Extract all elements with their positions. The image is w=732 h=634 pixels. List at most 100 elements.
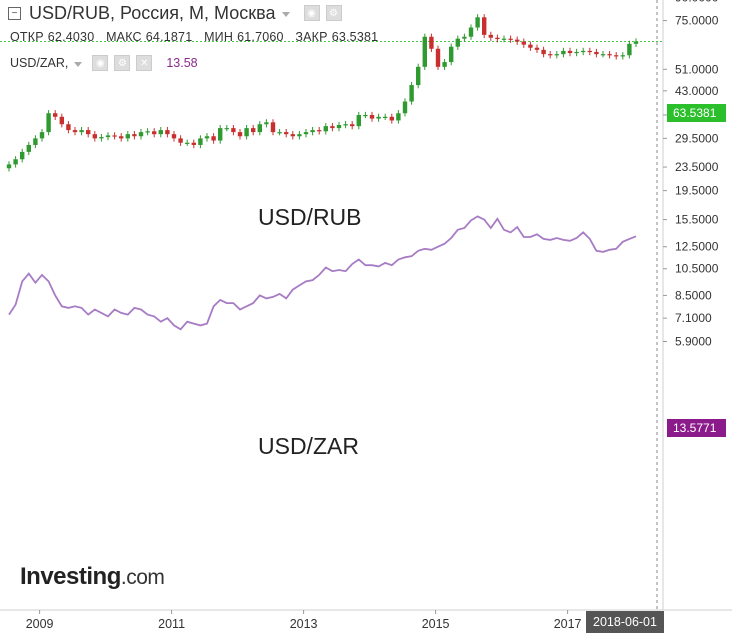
close-icon[interactable]: ✕ bbox=[136, 55, 153, 71]
candle bbox=[455, 35, 460, 50]
y-tick-label: 23.5000 bbox=[675, 160, 719, 174]
candle bbox=[92, 131, 97, 142]
candle bbox=[402, 98, 408, 117]
open-value: 62.4030 bbox=[47, 30, 95, 44]
candle bbox=[607, 51, 612, 59]
candle bbox=[244, 124, 249, 140]
chevron-down-icon[interactable] bbox=[281, 11, 290, 17]
y-tick-label: 5.9000 bbox=[675, 334, 712, 348]
close-value: 63.5381 bbox=[331, 30, 379, 44]
candle bbox=[112, 132, 117, 140]
candle bbox=[350, 121, 355, 130]
candle bbox=[594, 48, 599, 58]
x-tick-label: 2017 bbox=[554, 617, 582, 631]
instrument-title[interactable]: USD/RUB, Россия, M, Москва bbox=[29, 2, 276, 23]
x-tick-label: 2011 bbox=[158, 617, 185, 631]
candle bbox=[303, 128, 309, 138]
candle bbox=[323, 123, 328, 135]
candle bbox=[178, 135, 183, 146]
y-tick-label: 75.0000 bbox=[675, 14, 719, 28]
candle bbox=[264, 119, 269, 128]
candle bbox=[567, 47, 573, 57]
candle bbox=[290, 131, 295, 140]
eye-icon[interactable]: ◉ bbox=[92, 55, 109, 71]
eye-icon[interactable]: ◉ bbox=[303, 5, 320, 21]
candle bbox=[66, 121, 71, 134]
minus-box-icon[interactable]: − bbox=[8, 6, 21, 20]
overlay-row: USD/ZAR, ◉ ⚙ ✕ 13.58 bbox=[10, 54, 198, 72]
candle bbox=[581, 47, 586, 56]
candle bbox=[171, 131, 177, 142]
overlay-symbol[interactable]: USD/ZAR, bbox=[10, 56, 69, 70]
candle bbox=[614, 52, 619, 60]
candle bbox=[257, 121, 262, 136]
candle bbox=[152, 128, 157, 138]
y-tick-label: 90.0000 bbox=[675, 0, 719, 5]
candle bbox=[20, 148, 25, 163]
chevron-down-icon[interactable] bbox=[74, 61, 83, 67]
candle bbox=[26, 141, 31, 156]
candle bbox=[46, 110, 51, 136]
zar-line bbox=[8, 215, 637, 331]
chart-header: − USD/RUB, Россия, M, Москва ◉ ⚙ ОТКР 62.… bbox=[0, 0, 732, 80]
candle bbox=[501, 35, 507, 43]
y-tick-label: 19.5000 bbox=[675, 184, 719, 198]
candle bbox=[145, 128, 150, 136]
candle bbox=[449, 43, 454, 66]
candle bbox=[39, 128, 45, 142]
candle bbox=[554, 51, 559, 59]
candle bbox=[138, 128, 144, 140]
candle bbox=[435, 45, 441, 71]
candle bbox=[528, 41, 533, 51]
candle bbox=[132, 131, 137, 140]
candle bbox=[317, 126, 322, 135]
candle bbox=[416, 63, 421, 89]
high-value: 64.1871 bbox=[145, 30, 193, 44]
gear-icon[interactable]: ⚙ bbox=[114, 55, 131, 71]
candle bbox=[119, 133, 124, 142]
candle bbox=[105, 132, 111, 141]
candle bbox=[211, 133, 216, 144]
candle bbox=[86, 126, 91, 138]
candle bbox=[343, 121, 348, 129]
y-tick-label: 8.5000 bbox=[675, 288, 712, 302]
logo-domain: .com bbox=[120, 566, 165, 589]
candle bbox=[251, 124, 256, 136]
candle bbox=[495, 34, 500, 43]
candle bbox=[548, 51, 553, 59]
zar-series-label: USD/ZAR bbox=[258, 433, 359, 459]
y-tick-label: 12.5000 bbox=[675, 240, 719, 254]
x-tick-label: 2015 bbox=[422, 617, 450, 631]
candle bbox=[336, 121, 342, 132]
candle bbox=[310, 126, 315, 136]
candle bbox=[99, 133, 104, 142]
open-label: ОТКР bbox=[10, 30, 44, 44]
candle bbox=[284, 128, 289, 138]
candle bbox=[79, 126, 84, 136]
gear-icon[interactable]: ⚙ bbox=[325, 5, 342, 21]
candle bbox=[13, 156, 18, 168]
candle bbox=[33, 135, 38, 149]
low-value: 61.7060 bbox=[237, 30, 284, 44]
candle bbox=[270, 119, 276, 136]
candle bbox=[376, 113, 381, 122]
candle bbox=[204, 133, 210, 142]
rub-series-label: USD/RUB bbox=[258, 204, 362, 230]
candle bbox=[6, 161, 12, 172]
candle bbox=[508, 35, 513, 43]
candle bbox=[297, 131, 302, 140]
candle bbox=[409, 81, 414, 105]
investing-logo: Investing.com bbox=[20, 563, 165, 591]
candle bbox=[363, 111, 368, 119]
candle bbox=[277, 128, 282, 136]
candle bbox=[53, 110, 58, 120]
candle bbox=[237, 128, 243, 140]
candle bbox=[541, 46, 546, 58]
candle bbox=[165, 126, 170, 138]
y-tick-label: 51.0000 bbox=[675, 62, 719, 76]
candle bbox=[218, 124, 223, 144]
candle bbox=[600, 51, 606, 58]
candle bbox=[369, 111, 375, 122]
logo-main: Investing bbox=[20, 563, 121, 590]
